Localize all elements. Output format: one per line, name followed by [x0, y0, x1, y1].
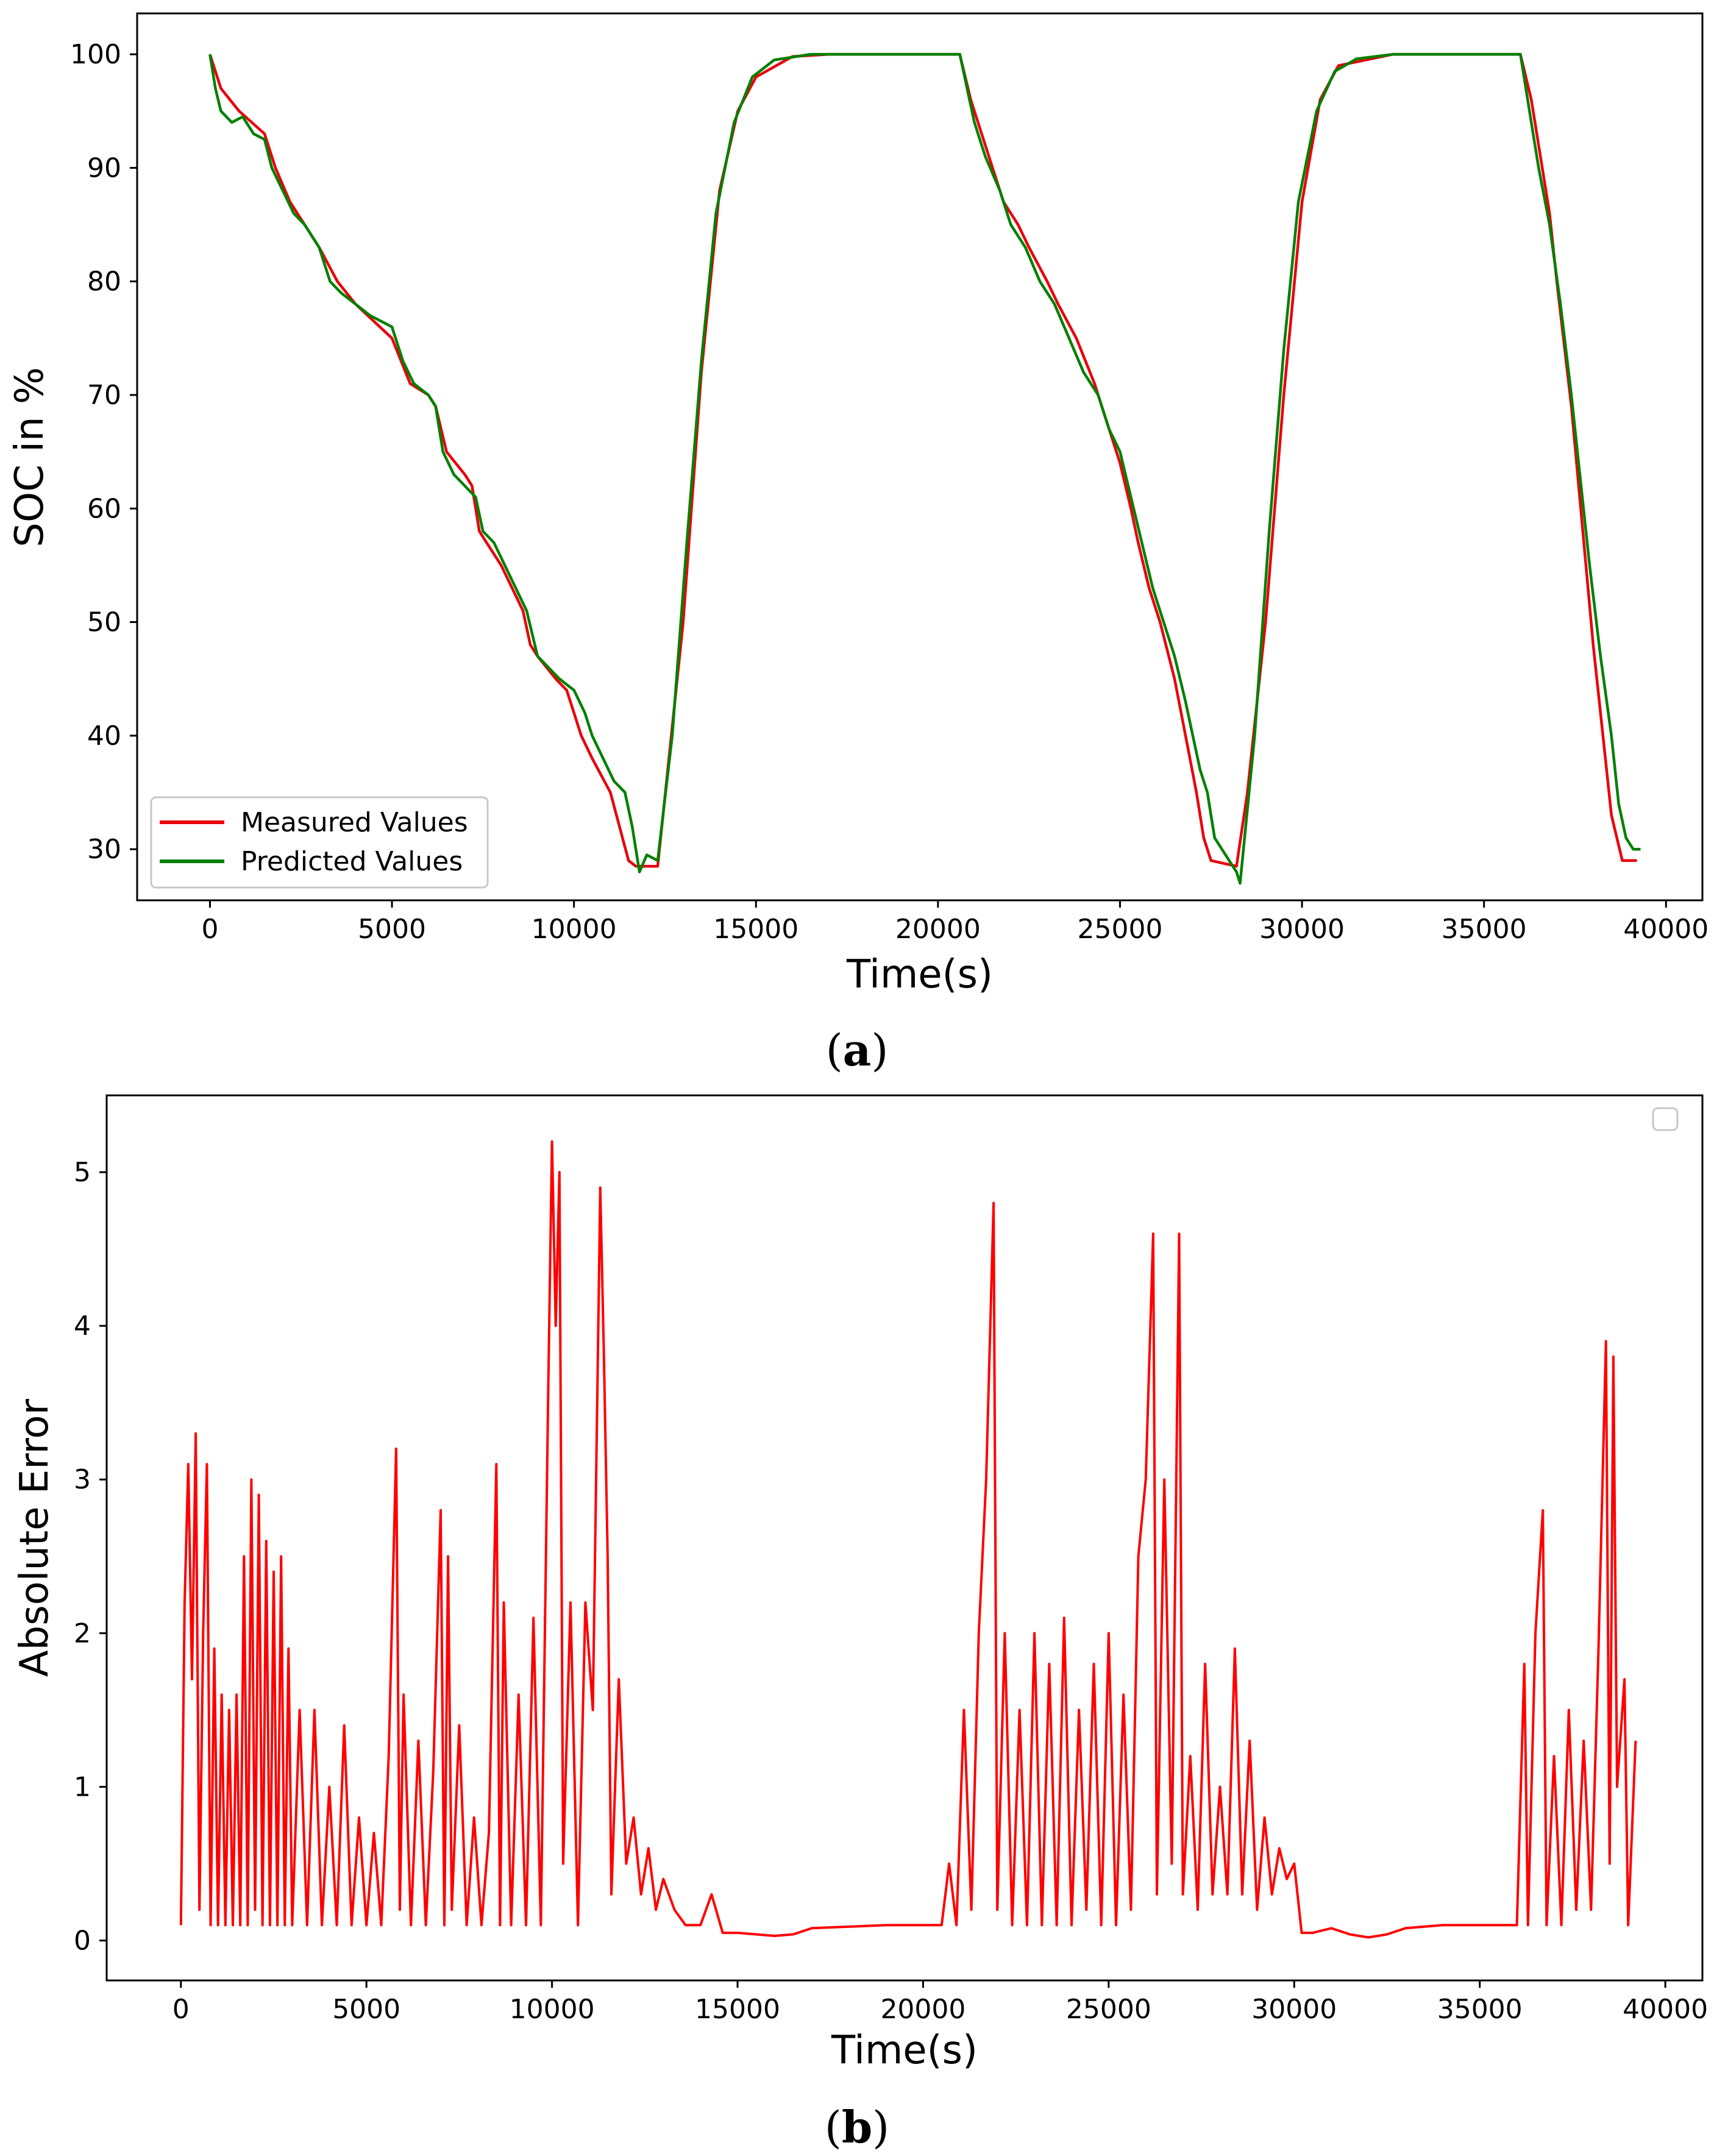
caption-a: (a)	[826, 1024, 889, 1076]
y-tick-label: 90	[87, 152, 121, 183]
x-axis-label-a: Time(s)	[846, 952, 993, 997]
y-tick-label: 1	[74, 1771, 91, 1802]
x-tick-label: 5000	[358, 914, 426, 945]
x-axis-label-b: Time(s)	[831, 2028, 978, 2073]
y-tick-label: 2	[74, 1618, 91, 1649]
x-tick-label: 25000	[1077, 914, 1162, 945]
x-tick-label: 0	[201, 914, 218, 945]
x-ticks-a: 0 5000 10000 15000 20000 25000 30000 35000 40000	[201, 900, 1709, 945]
x-tick-label: 5000	[332, 1994, 400, 2025]
x-ticks-b: 0 5000 10000 15000 20000 25000 30000 35000 40000	[172, 1980, 1708, 2025]
y-tick-label: 80	[87, 266, 121, 297]
y-tick-label: 50	[87, 607, 121, 638]
x-tick-label: 35000	[1437, 1994, 1523, 2025]
legend-a: Measured Values Predicted Values	[150, 796, 489, 889]
y-tick-label: 30	[87, 834, 121, 865]
y-tick-label: 3	[74, 1464, 91, 1495]
series-line-predicted-values	[208, 52, 1641, 885]
caption-letter-b: b	[842, 2101, 872, 2153]
legend-frame-a	[150, 796, 489, 889]
y-tick-label: 70	[87, 380, 121, 411]
y-tick-label: 4	[74, 1311, 91, 1342]
x-tick-label: 40000	[1623, 1994, 1708, 2025]
x-tick-label: 15000	[713, 914, 798, 945]
x-tick-label: 30000	[1259, 914, 1345, 945]
plot-frame-b	[105, 1094, 1704, 1982]
x-tick-label: 0	[172, 1994, 190, 2025]
x-tick-label: 10000	[532, 914, 617, 945]
y-tick-label: 100	[70, 39, 121, 70]
x-tick-label: 30000	[1251, 1994, 1337, 2025]
y-axis-label-a: SOC in %	[7, 367, 52, 547]
x-tick-label: 20000	[880, 1994, 965, 2025]
x-tick-label: 40000	[1623, 914, 1709, 945]
series-group-a	[208, 52, 1641, 885]
y-ticks-b: 0 1 2 3 4 5	[74, 1157, 107, 1956]
legend-label-predicted: Predicted Values	[241, 846, 463, 877]
legend-frame-b	[1652, 1107, 1679, 1131]
y-tick-label: 40	[87, 720, 121, 752]
y-tick-label: 5	[74, 1157, 91, 1188]
legend-label-measured: Measured Values	[241, 807, 468, 838]
series-group-b	[179, 1140, 1637, 1939]
chart-panel-a: 0 5000 10000 15000 20000 25000 30000 35000 40000…	[7, 12, 1709, 1076]
y-tick-label: 60	[87, 493, 121, 524]
plot-frame-a	[136, 12, 1704, 902]
y-tick-label: 0	[74, 1925, 91, 1956]
y-ticks-a: 30 40 50 60 70 80 90 100	[70, 39, 137, 865]
caption-b: (b)	[825, 2101, 890, 2153]
x-tick-label: 25000	[1066, 1994, 1151, 2025]
caption-letter-a: a	[843, 1024, 872, 1076]
x-tick-label: 20000	[895, 914, 981, 945]
series-line-absolute-error	[179, 1140, 1637, 1939]
x-tick-label: 10000	[510, 1994, 595, 2025]
y-axis-label-b: Absolute Error	[12, 1398, 57, 1677]
x-tick-label: 35000	[1442, 914, 1527, 945]
series-line-measured-values	[208, 52, 1637, 868]
x-tick-label: 15000	[695, 1994, 780, 2025]
chart-panel-b: 0 5000 10000 15000 20000 25000 30000 35000 40000…	[12, 1094, 1708, 2153]
